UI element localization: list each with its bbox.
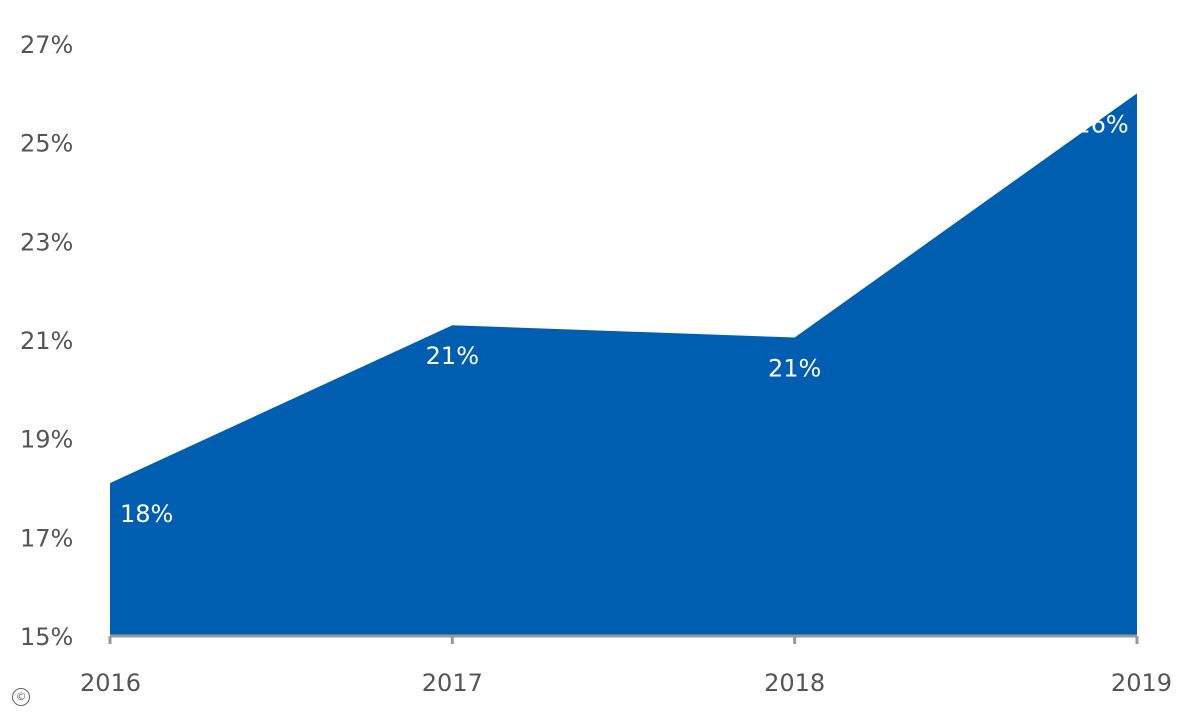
- x-tick-labels: 2016 2017 2018 2019: [80, 669, 1172, 697]
- x-tick-label: 2017: [422, 669, 483, 697]
- area-fill: [110, 93, 1137, 637]
- data-label: 21%: [426, 342, 479, 370]
- data-label: 26%: [1075, 110, 1128, 138]
- y-tick-label: 21%: [20, 327, 73, 355]
- y-tick-label: 25%: [20, 130, 73, 158]
- x-tick-label: 2018: [764, 669, 825, 697]
- data-label: 18%: [120, 500, 173, 528]
- x-tick-label: 2019: [1111, 669, 1172, 697]
- y-tick-label: 15%: [20, 623, 73, 651]
- area-series: [110, 93, 1137, 637]
- y-tick-label: 19%: [20, 426, 73, 454]
- copyright-icon[interactable]: ©: [12, 688, 30, 706]
- x-tick-label: 2016: [80, 669, 141, 697]
- data-label: 21%: [768, 355, 821, 383]
- data-labels: 18% 21% 21% 26%: [120, 110, 1129, 528]
- y-tick-label: 27%: [20, 31, 73, 59]
- y-tick-label: 23%: [20, 228, 73, 256]
- y-tick-label: 17%: [20, 524, 73, 552]
- x-axis: [108, 634, 1139, 644]
- y-axis: 15% 17% 19% 21% 23% 25% 27%: [20, 31, 73, 651]
